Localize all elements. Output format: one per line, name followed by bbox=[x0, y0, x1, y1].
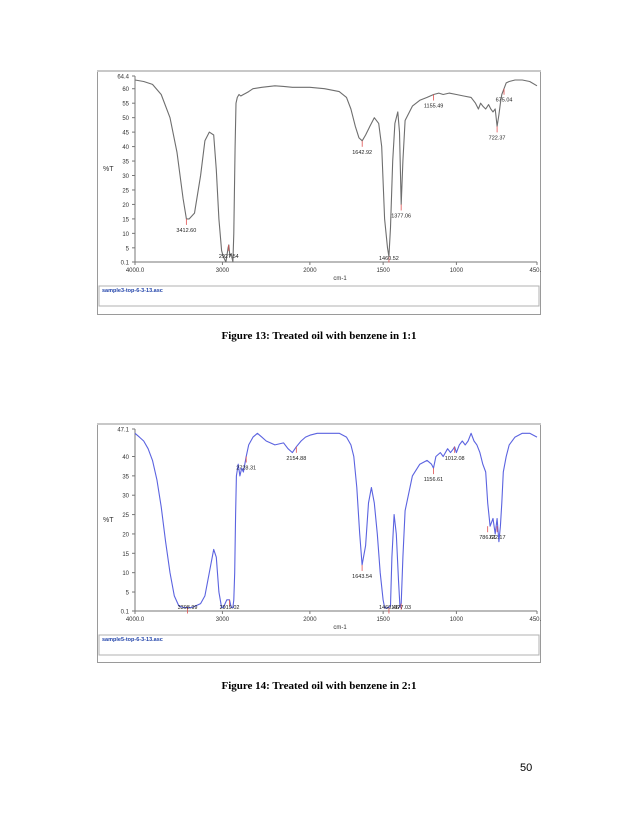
y-tick-label: 25 bbox=[122, 513, 129, 519]
y-tick-label: 10 bbox=[122, 571, 129, 577]
figure-14-spectrum: 47.1 40 35 30 25 20 15 10 5 0.1 %T 4000.0 3000 2000 15… bbox=[97, 423, 541, 663]
y-tick-label: 0.1 bbox=[121, 610, 130, 616]
y-tick-label: 50 bbox=[122, 116, 129, 122]
x-tick-label: 3000 bbox=[216, 617, 230, 623]
x-tick-label: 4000.0 bbox=[126, 617, 145, 623]
figure-13-caption: Figure 13: Treated oil with benzene in 1… bbox=[221, 330, 417, 342]
y-tick-label: 5 bbox=[126, 591, 130, 597]
ir-spectrum-chart-1: 64.4 60 55 50 45 40 35 30 25 20 15 10 5 0.1 %T 4000.0 30… bbox=[97, 70, 541, 315]
y-tick-label: 15 bbox=[122, 217, 129, 223]
title-strip bbox=[97, 70, 541, 72]
page-number: 50 bbox=[520, 762, 533, 774]
peak-label: 1642.92 bbox=[352, 150, 372, 156]
figure-14-caption: Figure 14: Treated oil with benzene in 2… bbox=[221, 680, 417, 692]
y-tick-label: 25 bbox=[122, 188, 129, 194]
chart-frame bbox=[97, 70, 541, 315]
peak-label: 1012.08 bbox=[445, 456, 465, 462]
y-tick-label: 15 bbox=[122, 552, 129, 558]
ir-spectrum-chart-2: 47.1 40 35 30 25 20 15 10 5 0.1 %T 4000.0 3000 2000 15… bbox=[97, 423, 541, 663]
peak-label: 1156.61 bbox=[424, 477, 443, 483]
peak-label: 3398.99 bbox=[178, 605, 198, 611]
y-tick-label: 40 bbox=[122, 455, 129, 461]
peak-label: 2927.54 bbox=[219, 254, 239, 260]
peak-label: 1643.54 bbox=[352, 574, 372, 580]
x-tick-label: 4000.0 bbox=[126, 268, 145, 274]
peak-label: 3412.60 bbox=[176, 228, 196, 234]
x-axis-label: cm-1 bbox=[333, 276, 347, 282]
figure-13-spectrum: 64.4 60 55 50 45 40 35 30 25 20 15 10 5 0.1 %T 4000.0 30… bbox=[97, 70, 541, 315]
peak-label: 1377.03 bbox=[391, 605, 411, 611]
file-footer bbox=[98, 285, 540, 307]
x-tick-label: 1500 bbox=[376, 268, 390, 274]
x-tick-label: 1000 bbox=[450, 268, 464, 274]
y-axis-label: %T bbox=[103, 517, 114, 524]
chart-frame bbox=[97, 423, 541, 663]
peak-label: 1460.46 bbox=[379, 605, 399, 611]
peak-label: 722.17 bbox=[489, 535, 506, 541]
peak-label: 1377.06 bbox=[391, 213, 411, 219]
x-tick-label: 450.0 bbox=[529, 268, 541, 274]
file-name: sample5-top-6-3-13.asc bbox=[102, 637, 163, 643]
file-footer bbox=[98, 634, 540, 656]
file-name: sample3-top-6-3-13.asc bbox=[102, 288, 163, 294]
y-tick-label: 5 bbox=[126, 246, 130, 252]
y-tick-label: 40 bbox=[122, 145, 129, 151]
peak-label: 2919.02 bbox=[220, 605, 240, 611]
x-tick-label: 2000 bbox=[303, 617, 317, 623]
x-tick-label: 1500 bbox=[376, 617, 390, 623]
y-tick-label: 55 bbox=[122, 102, 129, 108]
x-tick-label: 3000 bbox=[216, 268, 230, 274]
y-tick-label: 64.4 bbox=[117, 75, 129, 81]
y-tick-label: 30 bbox=[122, 174, 129, 180]
y-tick-label: 30 bbox=[122, 494, 129, 500]
peak-label: 1155.49 bbox=[424, 104, 443, 110]
peak-label: 2154.88 bbox=[286, 456, 306, 462]
y-tick-label: 35 bbox=[122, 160, 129, 166]
y-tick-label: 47.1 bbox=[117, 428, 129, 434]
y-tick-label: 60 bbox=[122, 87, 129, 93]
spectrum-line bbox=[134, 432, 538, 609]
y-tick-label: 45 bbox=[122, 131, 129, 137]
x-tick-label: 1000 bbox=[450, 617, 464, 623]
y-tick-label: 0.1 bbox=[121, 261, 130, 267]
y-tick-label: 10 bbox=[122, 232, 129, 238]
x-axis-label: cm-1 bbox=[333, 625, 347, 631]
y-tick-label: 20 bbox=[122, 532, 129, 538]
x-tick-label: 450.0 bbox=[529, 617, 541, 623]
title-strip bbox=[97, 423, 541, 425]
peak-label: 2728.31 bbox=[236, 465, 256, 471]
y-axis-label: %T bbox=[103, 166, 114, 173]
peak-label: 1460.52 bbox=[379, 256, 399, 262]
x-tick-label: 2000 bbox=[303, 268, 317, 274]
y-tick-label: 20 bbox=[122, 203, 129, 209]
y-tick-label: 35 bbox=[122, 474, 129, 480]
peak-label: 675.04 bbox=[496, 98, 513, 104]
peak-label: 722.37 bbox=[489, 135, 506, 141]
peak-label: 786.61 bbox=[479, 535, 496, 541]
